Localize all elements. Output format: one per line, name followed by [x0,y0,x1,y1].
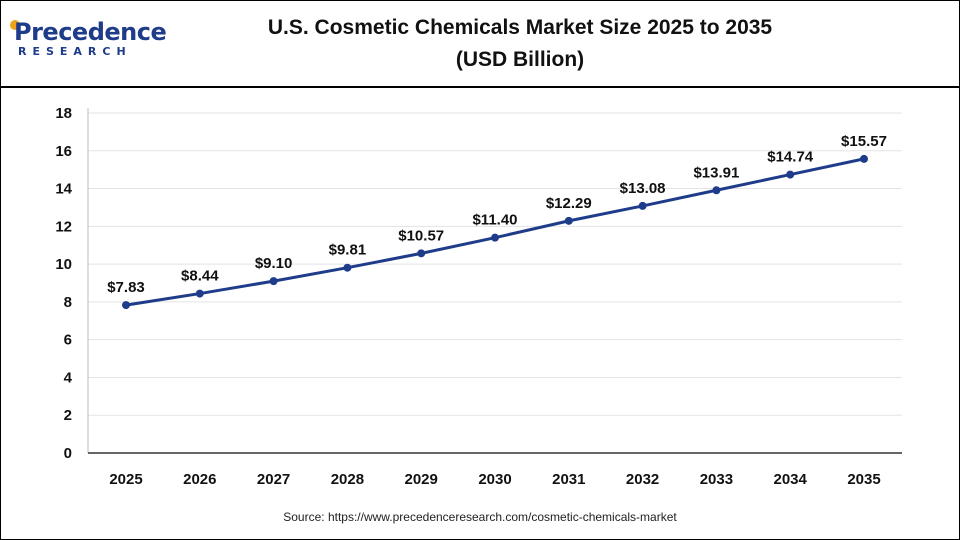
x-tick-label: 2025 [109,471,142,488]
data-point [638,201,647,210]
x-tick-label: 2026 [183,471,216,488]
y-tick-label: 4 [64,369,73,386]
x-tick-label: 2035 [847,471,880,488]
line-chart: 0 2 4 6 8 10 12 14 16 18 2025 2026 2027 2028 2029 2030… [55,105,902,488]
data-point [712,186,721,195]
data-point [343,263,352,272]
logo-mark-icon [10,20,20,30]
logo-word: Precedence [14,18,167,46]
y-tick-label: 10 [55,256,72,273]
y-tick-label: 12 [55,218,72,235]
data-point [417,249,426,258]
x-tick-label: 2034 [774,471,808,488]
data-point [860,154,868,163]
brand-logo: Precedence RESEARCH [10,18,167,68]
data-label: $13.08 [620,180,666,197]
y-tick-label: 2 [64,407,72,424]
x-tick-label: 2028 [331,471,364,488]
axes [87,108,902,454]
y-tick-label: 14 [55,181,72,198]
data-label: $7.83 [107,279,145,296]
data-label: $12.29 [546,195,592,212]
data-label: $9.10 [255,255,293,272]
x-tick-label: 2031 [552,471,585,488]
grid-lines [88,112,902,416]
data-point [564,216,573,225]
chart-title-line1: U.S. Cosmetic Chemicals Market Size 2025… [267,16,773,39]
data-label: $13.91 [693,164,739,181]
data-point [269,277,278,286]
y-tick-labels: 0 2 4 6 8 10 12 14 16 18 [55,105,72,462]
source-note: Source: https://www.precedenceresearch.c… [283,510,677,524]
data-label: $15.57 [841,133,887,150]
data-label: $14.74 [767,149,814,166]
data-point [491,233,499,242]
y-tick-label: 16 [55,143,72,160]
data-labels: $7.83 $8.44 $9.10 $9.81 $10.57 $11.40 $12.29 $1… [107,133,887,296]
y-tick-label: 8 [64,294,72,311]
x-tick-label: 2032 [626,471,659,488]
x-tick-label: 2029 [405,471,438,488]
data-label: $10.57 [398,227,444,244]
series-line [125,157,865,307]
x-tick-label: 2030 [478,471,511,488]
x-tick-label: 2027 [257,471,290,488]
x-tick-labels: 2025 2026 2027 2028 2029 2030 2031 2032 2033 2034… [109,471,880,488]
data-label: $11.40 [472,212,517,229]
data-point [195,289,204,298]
data-label: $8.44 [181,268,219,285]
data-label: $9.81 [329,242,367,259]
data-point [122,301,130,310]
chart-title: U.S. Cosmetic Chemicals Market Size 2025… [160,12,880,76]
chart-title-line2: (USD Billion) [455,48,585,71]
series-group [122,154,868,310]
logo-sub: RESEARCH [18,45,132,58]
y-tick-label: 0 [64,445,72,462]
data-point [786,170,795,179]
x-tick-label: 2033 [700,471,733,488]
header: Precedence RESEARCH U.S. Cosmetic Chemic… [0,0,960,88]
y-tick-label: 18 [55,105,72,122]
y-tick-label: 6 [64,332,72,349]
